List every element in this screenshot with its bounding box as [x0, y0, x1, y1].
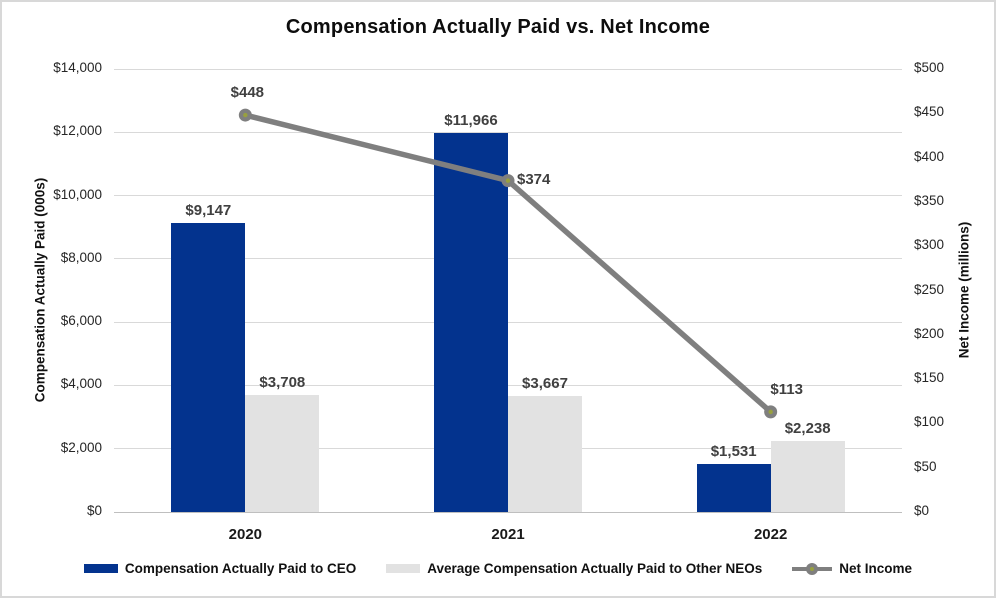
- right-axis-tick-label: $200: [914, 325, 945, 341]
- right-axis-tick-label: $400: [914, 148, 945, 164]
- right-axis-tick-label: $100: [914, 414, 945, 430]
- right-axis-tick-label: $450: [914, 104, 945, 120]
- line-marker-dot-icon: [505, 178, 511, 183]
- legend-item-neo: Average Compensation Actually Paid to Ot…: [386, 561, 762, 576]
- gridline: [114, 258, 902, 260]
- line-marker-dot-icon: [243, 112, 248, 118]
- right-axis-tick-label: $350: [914, 192, 945, 208]
- legend-item-net-income: Net Income: [792, 561, 912, 576]
- bar-ceo-2021: [434, 133, 508, 512]
- legend-label-ceo: Compensation Actually Paid to CEO: [124, 561, 357, 576]
- gridline: [114, 68, 902, 70]
- legend-swatch-ceo: [83, 564, 118, 573]
- gridline: [114, 131, 902, 133]
- left-axis-tick-label: $0: [86, 503, 102, 518]
- gridline: [114, 511, 902, 513]
- bar-neo-2020: [245, 394, 320, 512]
- left-axis-tick-label: $10,000: [53, 186, 102, 202]
- bar-data-label: $2,238: [784, 420, 831, 438]
- right-axis-tick-label: $300: [914, 237, 945, 253]
- legend-line-marker-icon: [792, 562, 833, 575]
- bar-data-label: $9,147: [185, 201, 232, 219]
- left-axis-tick-label: $2,000: [60, 439, 102, 455]
- bar-data-label: $3,708: [259, 373, 306, 391]
- legend: Compensation Actually Paid to CEO Averag…: [2, 561, 994, 576]
- chart-title: Compensation Actually Paid vs. Net Incom…: [285, 16, 711, 38]
- bar-ceo-2020: [171, 222, 246, 512]
- left-axis-tick-label: $6,000: [60, 313, 102, 329]
- line-data-label: $374: [517, 170, 551, 188]
- left-axis-tick-label: $8,000: [60, 249, 102, 265]
- left-axis-tick-label: $12,000: [53, 123, 102, 139]
- right-axis-tick-label: $150: [914, 370, 945, 386]
- line-marker-dot-icon: [768, 409, 773, 415]
- right-axis-tick-label: $250: [914, 281, 945, 297]
- x-axis-label: 2020: [228, 526, 263, 543]
- x-axis-label: 2022: [753, 526, 788, 543]
- line-data-label: $113: [770, 380, 803, 398]
- bar-neo-2021: [508, 395, 582, 512]
- gridline: [114, 384, 902, 386]
- left-axis-tick-label: $14,000: [53, 60, 102, 75]
- legend-item-ceo: Compensation Actually Paid to CEO: [83, 561, 357, 576]
- bar-neo-2022: [770, 441, 845, 512]
- bar-data-label: $11,966: [444, 112, 498, 130]
- bar-ceo-2022: [696, 463, 771, 512]
- line-data-label: $448: [230, 84, 265, 102]
- legend-swatch-neo: [386, 564, 421, 573]
- bar-data-label: $3,667: [522, 374, 568, 392]
- net-income-line: [244, 112, 773, 414]
- x-axis-label: 2021: [491, 526, 525, 543]
- bar-data-label: $1,531: [710, 442, 757, 460]
- right-axis-tick-label: $500: [914, 60, 945, 75]
- legend-label-neo: Average Compensation Actually Paid to Ot…: [427, 561, 763, 576]
- right-axis-tick-label: $0: [914, 503, 930, 518]
- gridline: [114, 195, 902, 197]
- legend-label-net-income: Net Income: [839, 561, 913, 576]
- left-axis-tick-label: $4,000: [60, 376, 102, 392]
- gridline: [114, 321, 902, 323]
- legend-marker-dot-icon: [810, 566, 815, 571]
- right-axis-tick-label: $50: [914, 458, 937, 474]
